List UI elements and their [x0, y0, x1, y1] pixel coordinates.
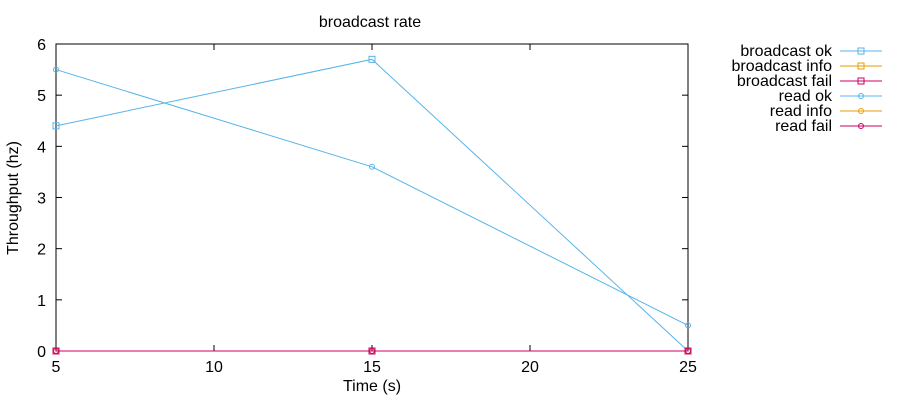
series-read-ok [53, 66, 691, 329]
data-point-broadcast-ok [52, 122, 60, 130]
legend-item-broadcast-fail: broadcast fail [737, 73, 882, 90]
data-point-read-ok [369, 163, 375, 170]
data-point-read-ok [685, 322, 691, 329]
legend-item-broadcast-ok: broadcast ok [740, 43, 882, 60]
legend-label: broadcast fail [737, 73, 832, 90]
series-read-fail [53, 348, 691, 354]
legend-label: read ok [779, 88, 833, 105]
y-tick-label: 4 [37, 139, 46, 156]
data-point-read-fail [685, 348, 691, 354]
y-tick-label: 5 [37, 88, 46, 105]
legend-item-read-fail: read fail [775, 118, 882, 135]
x-tick-label: 5 [52, 359, 61, 376]
legend-swatch-marker [857, 62, 865, 70]
y-axis-label: Throughput (hz) [5, 141, 22, 255]
x-tick-label: 25 [679, 359, 697, 376]
legend-item-broadcast-info: broadcast info [731, 58, 882, 75]
x-tick-label: 20 [521, 359, 539, 376]
legend-label: broadcast info [731, 58, 832, 75]
y-tick-label: 0 [37, 344, 46, 361]
axes: 5 10 15 20 25 0 1 2 3 4 5 6 [37, 37, 697, 376]
data-point-broadcast-ok [368, 55, 376, 63]
series-broadcast-ok [52, 55, 692, 355]
legend-swatch-marker [858, 93, 864, 99]
x-axis-label: Time (s) [343, 378, 401, 395]
data-point-read-fail [53, 348, 59, 354]
y-tick-label: 6 [37, 37, 46, 54]
series-layer [52, 55, 692, 355]
legend-swatch-marker [857, 47, 865, 55]
legend-label: read fail [775, 118, 832, 135]
y-tick-label: 2 [37, 242, 46, 259]
y-tick-label: 1 [37, 293, 46, 310]
y-tick-label: 3 [37, 191, 46, 208]
legend-swatch-marker [857, 77, 865, 85]
legend-label: broadcast ok [740, 43, 833, 60]
x-tick-label: 15 [363, 359, 381, 376]
x-tick-label: 10 [205, 359, 223, 376]
legend-item-read-ok: read ok [779, 88, 882, 105]
data-point-read-ok [53, 66, 59, 73]
plot-border [55, 43, 689, 352]
data-point-read-fail [369, 348, 375, 354]
legend-swatch-marker [858, 123, 864, 129]
legend-item-read-info: read info [770, 103, 882, 120]
legend-label: read info [770, 103, 832, 120]
chart-title: broadcast rate [319, 14, 421, 31]
series-line-read-ok [55, 69, 689, 326]
series-line-broadcast-ok [55, 58, 689, 352]
legend-swatch-marker [858, 108, 864, 114]
